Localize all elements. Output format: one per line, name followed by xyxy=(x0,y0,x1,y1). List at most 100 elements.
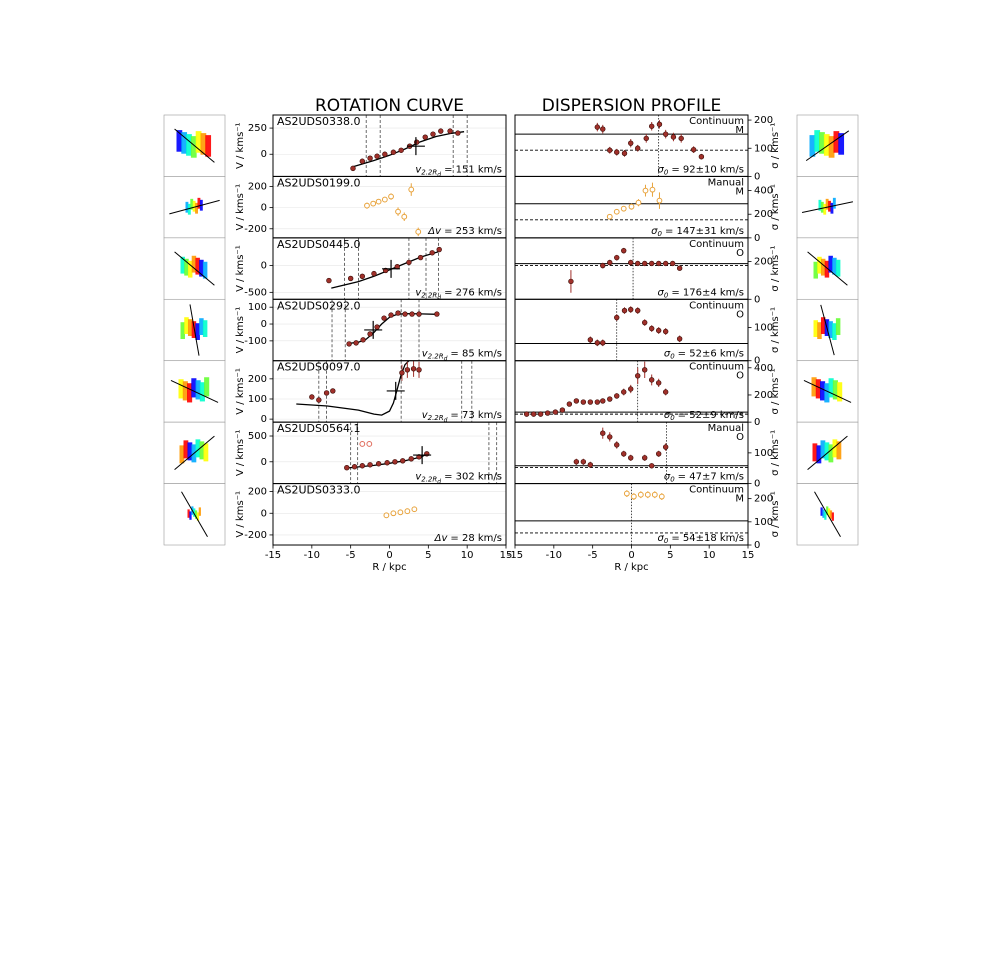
map-pixel xyxy=(199,441,205,460)
major-axis xyxy=(174,435,215,470)
data-point xyxy=(621,307,628,314)
data-point xyxy=(628,259,634,266)
data-point xyxy=(390,149,397,155)
x-tick-label: 15 xyxy=(500,550,513,561)
map-pixel xyxy=(837,382,843,402)
data-point xyxy=(406,259,412,266)
data-point xyxy=(606,213,613,220)
velocity-map xyxy=(163,114,226,177)
data-point xyxy=(395,310,401,316)
map-pixel xyxy=(828,378,834,398)
map-pixel xyxy=(187,383,193,403)
data-point xyxy=(353,340,359,346)
data-point xyxy=(614,393,620,399)
data-point xyxy=(359,273,366,280)
data-point xyxy=(648,463,655,469)
map-pixel xyxy=(828,321,833,339)
map-pixel xyxy=(835,318,841,336)
map-pixel xyxy=(190,198,194,210)
annotation-subscript: d xyxy=(437,171,441,178)
data-point xyxy=(600,126,606,132)
galaxy-name: AS2UDS0199.0 xyxy=(277,176,361,189)
data-point xyxy=(367,331,373,337)
velocity-map xyxy=(796,237,859,300)
data-point xyxy=(417,254,424,261)
data-point xyxy=(537,411,544,417)
data-point xyxy=(399,370,405,376)
annotation: σ0 = 52±6 km/s xyxy=(664,349,744,361)
major-axis xyxy=(803,379,852,403)
map-pixel xyxy=(199,318,204,336)
y-tick-label: 400 xyxy=(754,186,773,197)
major-axis xyxy=(174,128,215,163)
galaxy-name: AS2UDS0292.0 xyxy=(277,299,361,312)
map-pixel xyxy=(831,512,834,521)
data-point xyxy=(350,165,356,172)
data-point xyxy=(642,260,648,267)
flag-label: M xyxy=(735,186,744,197)
data-point xyxy=(600,398,606,404)
map-pixel xyxy=(813,261,818,279)
map-pixel xyxy=(828,255,833,273)
plot-area xyxy=(273,115,506,177)
data-point xyxy=(658,493,665,500)
annotation-symbol: σ xyxy=(664,410,671,421)
data-point xyxy=(628,203,635,210)
data-point xyxy=(351,464,358,470)
flag-label: M xyxy=(735,125,744,136)
map-pixel xyxy=(835,259,841,277)
map-pixel xyxy=(200,133,207,155)
data-point xyxy=(600,430,606,436)
data-point xyxy=(413,139,420,145)
flag-label: O xyxy=(736,309,744,320)
data-point xyxy=(330,388,336,394)
map-pixel xyxy=(827,508,831,517)
plot-area xyxy=(273,183,506,237)
data-point xyxy=(630,493,637,500)
annotation-subscript: 2.2R xyxy=(421,476,437,484)
data-point xyxy=(635,145,641,151)
annotation-symbol: v xyxy=(422,349,429,360)
annotation-subscript: d xyxy=(444,355,448,362)
annotation-text: = 28 km/s xyxy=(450,533,502,544)
map-pixel xyxy=(811,377,817,397)
data-point xyxy=(434,311,440,317)
y-tick-label: 200 xyxy=(754,209,773,220)
annotation-text: = 147±31 km/s xyxy=(665,226,744,237)
annotation-subscript: 0 xyxy=(664,537,669,545)
map-pixel xyxy=(205,135,212,157)
y-tick-label: 500 xyxy=(248,431,267,442)
annotation-symbol: v xyxy=(415,287,422,298)
data-point xyxy=(621,150,628,157)
annotation-text: = 253 km/s xyxy=(444,226,502,237)
map-pixel xyxy=(828,136,835,158)
map-pixel xyxy=(187,319,193,337)
map-pixel xyxy=(820,317,826,335)
map-pixel xyxy=(825,198,829,210)
data-point xyxy=(648,325,655,332)
annotation-symbol: Δv xyxy=(434,533,449,544)
annotation: Δv = 253 km/s xyxy=(427,226,502,237)
data-point xyxy=(648,260,655,267)
map-pixel xyxy=(812,443,818,462)
y-tick-label: 0 xyxy=(261,203,267,214)
annotation-subscript: d xyxy=(444,417,448,424)
data-point xyxy=(644,491,651,498)
plot-area xyxy=(515,422,748,484)
x-tick-label: 10 xyxy=(703,550,716,561)
data-point xyxy=(438,128,444,134)
data-point xyxy=(628,140,634,146)
data-point xyxy=(655,260,662,267)
data-point xyxy=(587,399,594,405)
plot-area xyxy=(273,237,506,300)
map-pixel xyxy=(195,323,200,341)
y-tick-label: 200 xyxy=(754,494,773,505)
data-point xyxy=(408,186,415,193)
data-point xyxy=(614,254,620,261)
map-pixel xyxy=(195,257,200,275)
data-point xyxy=(408,456,414,462)
x-tick-label: 5 xyxy=(667,550,673,561)
x-tick-label: -10 xyxy=(304,550,320,561)
